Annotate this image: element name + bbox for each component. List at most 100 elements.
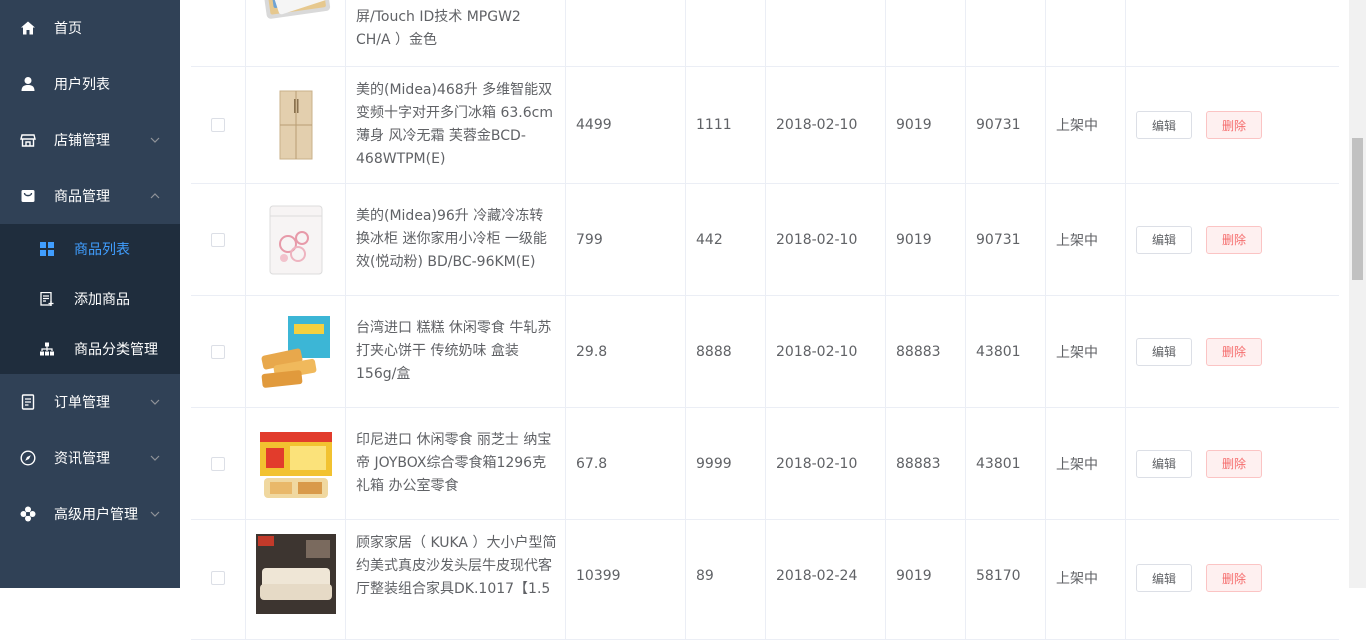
product-price: 4499 <box>566 67 686 183</box>
sidebar-item-home[interactable]: 首页 <box>0 0 180 56</box>
chevron-down-icon <box>150 135 160 145</box>
product-views: 43801 <box>966 408 1046 519</box>
sidebar-item-goods[interactable]: 商品管理 <box>0 168 180 224</box>
freezer-product-image <box>269 205 323 274</box>
table-row: 美的(Midea)96升 冷藏冷冻转换冰柜 迷你家用小冷柜 一级能效(悦动粉) … <box>191 184 1339 296</box>
product-sales: 9019 <box>886 67 966 183</box>
tablet-product-image <box>261 0 331 19</box>
table-row: 印尼进口 休闲零食 丽芝士 纳宝帝 JOYBOX综合零食箱1296克 礼箱 办公… <box>191 408 1339 520</box>
product-sales: 88883 <box>886 296 966 407</box>
chevron-down-icon <box>150 453 160 463</box>
order-icon <box>20 394 36 410</box>
product-price: 799 <box>566 184 686 295</box>
sidebar-item-label: 添加商品 <box>74 292 130 308</box>
sidebar-item-label: 资讯管理 <box>54 451 110 467</box>
biscuit-product-image <box>261 315 330 388</box>
chevron-up-icon <box>150 191 160 201</box>
row-checkbox[interactable] <box>211 344 225 359</box>
delete-button[interactable]: 删除 <box>1206 225 1262 254</box>
sidebar-item-goods-list[interactable]: 商品列表 <box>0 224 180 274</box>
sidebar-item-label: 商品分类管理 <box>74 342 158 358</box>
product-price: 29.8 <box>566 296 686 407</box>
sidebar-item-label: 商品管理 <box>54 189 110 205</box>
goods-submenu: 商品列表 添加商品 商品分类管理 <box>0 224 180 374</box>
row-checkbox[interactable] <box>211 570 225 585</box>
row-checkbox[interactable] <box>211 456 225 471</box>
status-badge: 上架中 <box>1046 408 1126 519</box>
product-name: 美的(Midea)468升 多维智能双变频十字对开多门冰箱 63.6cm薄身 风… <box>346 67 566 183</box>
sidebar-item-news[interactable]: 资讯管理 <box>0 430 180 486</box>
product-views: 90731 <box>966 67 1046 183</box>
sidebar-item-advanced-users[interactable]: 高级用户管理 <box>0 486 180 542</box>
table-row: 台湾进口 糕糕 休闲零食 牛轧苏打夹心饼干 传统奶味 盒装156g/盒 29.8… <box>191 296 1339 408</box>
product-price: 67.8 <box>566 408 686 519</box>
sidebar-item-label: 首页 <box>54 21 82 37</box>
product-sales: 9019 <box>886 520 966 639</box>
product-stock: 442 <box>686 184 766 295</box>
flower-icon <box>20 506 36 522</box>
status-badge: 上架中 <box>1046 184 1126 295</box>
snack-box-product-image <box>260 431 332 498</box>
edit-button[interactable]: 编辑 <box>1136 111 1192 139</box>
product-name: 印尼进口 休闲零食 丽芝士 纳宝帝 JOYBOX综合零食箱1296克 礼箱 办公… <box>346 408 566 519</box>
sidebar-item-label: 商品列表 <box>74 242 130 258</box>
sidebar-item-label: 用户列表 <box>54 77 110 93</box>
sidebar-item-users[interactable]: 用户列表 <box>0 56 180 112</box>
edit-button[interactable]: 编辑 <box>1136 337 1192 366</box>
product-stock: 8888 <box>686 296 766 407</box>
store-icon <box>20 132 36 148</box>
row-checkbox[interactable] <box>211 232 225 247</box>
delete-button[interactable]: 删除 <box>1206 111 1262 139</box>
sidebar-item-label: 店铺管理 <box>54 133 110 149</box>
delete-button[interactable]: 删除 <box>1206 337 1262 366</box>
sidebar-item-store[interactable]: 店铺管理 <box>0 112 180 168</box>
product-date: 2018-02-10 <box>766 67 886 183</box>
delete-button[interactable]: 删除 <box>1206 449 1262 478</box>
status-badge: 上架中 <box>1046 67 1126 183</box>
product-stock: 1111 <box>686 67 766 183</box>
product-stock: 9999 <box>686 408 766 519</box>
product-name: 美的(Midea)96升 冷藏冷冻转换冰柜 迷你家用小冷柜 一级能效(悦动粉) … <box>346 184 566 295</box>
sofa-product-image <box>256 534 336 614</box>
status-badge: 上架中 <box>1046 296 1126 407</box>
product-stock: 89 <box>686 520 766 639</box>
scrollbar-thumb[interactable] <box>1352 138 1363 280</box>
product-views: 90731 <box>966 184 1046 295</box>
sidebar-item-goods-category[interactable]: 商品分类管理 <box>0 324 180 374</box>
compass-icon <box>20 450 36 466</box>
product-views: 43801 <box>966 296 1046 407</box>
table-row: 美的(Midea)468升 多维智能双变频十字对开多门冰箱 63.6cm薄身 风… <box>191 67 1339 184</box>
sidebar-item-add-goods[interactable]: 添加商品 <box>0 274 180 324</box>
product-name: 台湾进口 糕糕 休闲零食 牛轧苏打夹心饼干 传统奶味 盒装156g/盒 <box>346 296 566 407</box>
product-date: 2018-02-10 <box>766 184 886 295</box>
sidebar: 首页 用户列表 店铺管理 商品管理 商品列表 <box>0 0 180 588</box>
product-sales: 88883 <box>886 408 966 519</box>
product-date: 2018-02-10 <box>766 408 886 519</box>
chevron-down-icon <box>150 509 160 519</box>
product-name: 顾家家居（ KUKA ）大小户型简约美式真皮沙发头层牛皮现代客厅整装组合家具DK… <box>346 520 566 639</box>
home-icon <box>20 20 36 36</box>
product-sales: 9019 <box>886 184 966 295</box>
table-row: 顾家家居（ KUKA ）大小户型简约美式真皮沙发头层牛皮现代客厅整装组合家具DK… <box>191 520 1339 640</box>
sidebar-item-label: 高级用户管理 <box>54 507 138 523</box>
edit-button[interactable]: 编辑 <box>1136 449 1192 478</box>
row-checkbox[interactable] <box>211 118 225 132</box>
table-row: （ 12.9 ...英寸 ... ） ... a显示屏/Touch ID技术 M… <box>191 0 1339 67</box>
sidebar-item-label: 订单管理 <box>54 395 110 411</box>
product-name: （ 12.9 ...英寸 ... ） ... a显示屏/Touch ID技术 M… <box>346 0 566 66</box>
sidebar-item-orders[interactable]: 订单管理 <box>0 374 180 430</box>
product-date: 2018-02-24 <box>766 520 886 639</box>
user-icon <box>20 76 36 92</box>
grid-icon <box>40 242 54 256</box>
product-price: 10399 <box>566 520 686 639</box>
vertical-scrollbar[interactable] <box>1349 0 1366 588</box>
chevron-down-icon <box>150 397 160 407</box>
goods-icon <box>20 188 36 204</box>
main-content: （ 12.9 ...英寸 ... ） ... a显示屏/Touch ID技术 M… <box>180 0 1366 640</box>
status-badge: 上架中 <box>1046 520 1126 639</box>
fridge-product-image <box>279 90 313 160</box>
edit-button[interactable]: 编辑 <box>1136 225 1192 254</box>
product-views: 58170 <box>966 520 1046 639</box>
add-doc-icon <box>40 292 54 306</box>
product-date: 2018-02-10 <box>766 296 886 407</box>
